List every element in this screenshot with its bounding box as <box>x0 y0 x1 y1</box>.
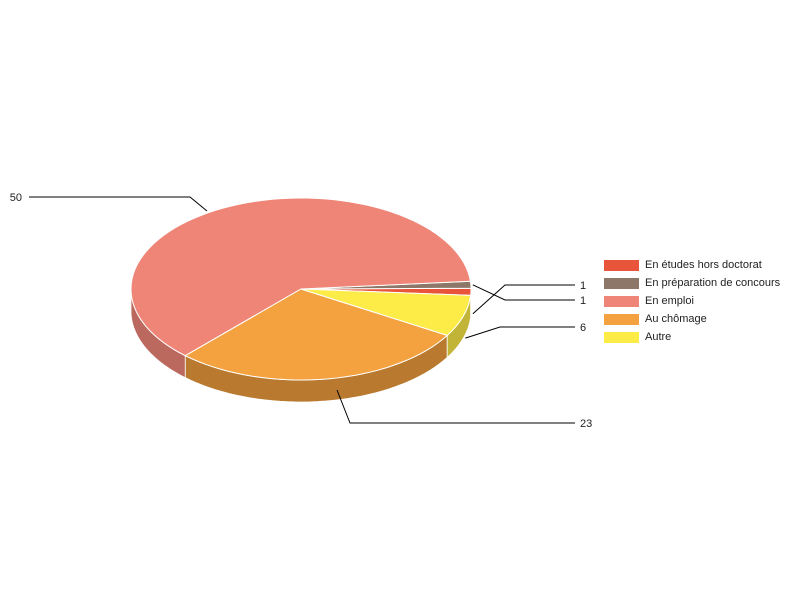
legend-item-autre[interactable]: Autre <box>604 328 780 346</box>
callout-line-en-emploi <box>29 196 208 212</box>
legend-item-en-emploi[interactable]: En emploi <box>604 292 780 310</box>
pie-slices <box>130 197 472 381</box>
legend-swatch <box>604 277 639 289</box>
data-label-au-chomage: 23 <box>580 418 592 430</box>
data-label-callouts: 1 1 50 23 6 <box>10 192 593 430</box>
data-label-en-etudes-hors-doctorat: 1 <box>580 280 586 292</box>
legend-swatch <box>604 259 639 271</box>
slice-autre[interactable] <box>300 288 472 336</box>
legend: En études hors doctorat En préparation de… <box>604 256 780 346</box>
callout-line-en-preparation-de-concours <box>472 284 575 301</box>
legend-item-en-preparation-de-concours[interactable]: En préparation de concours <box>604 274 780 292</box>
data-label-en-preparation-de-concours: 1 <box>580 295 586 307</box>
callout-line-en-etudes-hors-doctorat <box>472 284 575 315</box>
callout-line-au-chomage <box>336 389 575 424</box>
legend-label: En emploi <box>645 295 694 307</box>
legend-swatch <box>604 313 639 325</box>
legend-label: Autre <box>645 331 672 343</box>
legend-label: En études hors doctorat <box>645 259 762 271</box>
slice-en-emploi[interactable] <box>130 197 471 357</box>
legend-swatch <box>604 295 639 307</box>
legend-swatch <box>604 331 639 343</box>
legend-item-au-chomage[interactable]: Au chômage <box>604 310 780 328</box>
legend-label: Au chômage <box>645 313 707 325</box>
callout-line-autre <box>465 326 575 339</box>
data-label-en-emploi: 50 <box>10 192 22 204</box>
legend-label: En préparation de concours <box>645 277 781 289</box>
legend-item-en-etudes-hors-doctorat[interactable]: En études hors doctorat <box>604 256 780 274</box>
slice-au-chomage[interactable] <box>184 288 449 381</box>
data-label-autre: 6 <box>580 322 586 334</box>
